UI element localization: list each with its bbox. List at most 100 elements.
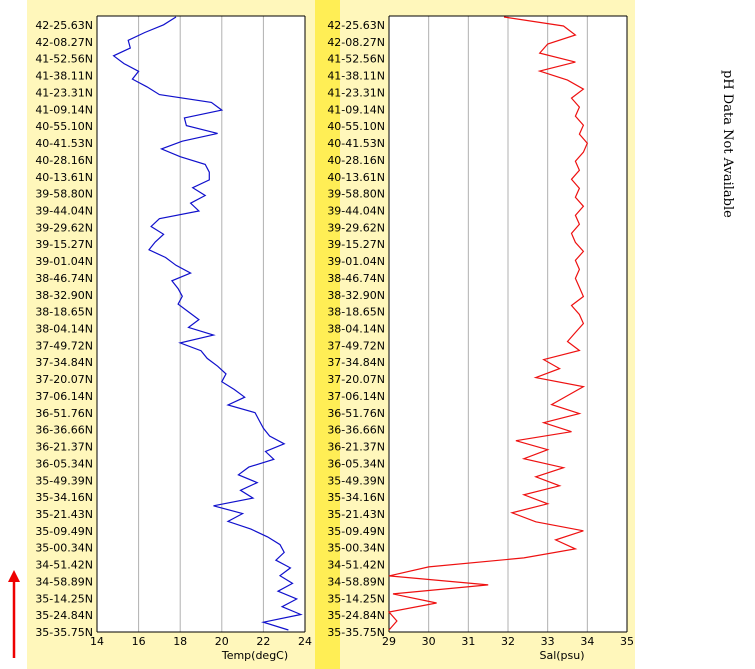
temp-latitude-tick-label: 35-00.34N [35,542,93,555]
temp-latitude-tick-label: 39-15.27N [35,238,93,251]
salinity-axis-title: Sal(psu) [539,649,584,662]
salinity-panel: 42-25.63N 42-08.27N 41-52.56N 41-38.11N 41-2… [327,0,635,669]
sal-latitude-tick-label: 35-14.25N [327,592,385,605]
sal-latitude-tick-label: 41-52.56N [327,53,385,66]
temp-latitude-tick-label: 36-36.66N [35,424,93,437]
temperature-x-tick-labels: 14 16 18 20 22 24 [90,635,312,648]
temp-latitude-tick-label: 38-18.65N [35,306,93,319]
temp-latitude-tick-label: 40-55.10N [35,120,93,133]
temp-latitude-tick-label: 40-28.16N [35,154,93,167]
sal-latitude-tick-label: 39-44.04N [327,204,385,217]
sal-latitude-tick-label: 34-51.42N [327,559,385,572]
temp-latitude-tick-label: 42-08.27N [35,36,93,49]
sal-latitude-tick-label: 37-06.14N [327,390,385,403]
sal-latitude-tick-label: 40-28.16N [327,154,385,167]
temp-latitude-tick-label: 37-49.72N [35,339,93,352]
sal-x-tick-label: 29 [382,635,396,648]
sal-latitude-tick-label: 41-09.14N [327,103,385,116]
temp-latitude-tick-label: 36-21.37N [35,441,93,454]
temp-latitude-tick-label: 38-46.74N [35,272,93,285]
sal-latitude-tick-label: 37-34.84N [327,356,385,369]
temperature-plot-area [97,16,305,632]
sal-latitude-tick-label: 38-32.90N [327,289,385,302]
temp-latitude-tick-label: 35-49.39N [35,474,93,487]
temp-latitude-tick-label: 41-38.11N [35,70,93,83]
temp-latitude-tick-label: 41-09.14N [35,103,93,116]
sal-latitude-tick-label: 38-04.14N [327,323,385,336]
sal-latitude-tick-label: 38-18.65N [327,306,385,319]
temperature-grid [96,15,306,633]
sal-x-tick-label: 30 [422,635,436,648]
temp-latitude-tick-label: 41-23.31N [35,86,93,99]
sal-latitude-tick-label: 36-21.37N [327,441,385,454]
temperature-panel: 42-25.63N 42-08.27N 41-52.56N 41-38.11N 41-2… [27,0,315,669]
temp-latitude-tick-label: 35-14.25N [35,592,93,605]
temperature-axis-title: Temp(degC) [221,649,288,662]
sal-latitude-tick-label: 35-00.34N [327,542,385,555]
sal-latitude-tick-label: 41-38.11N [327,70,385,83]
temp-x-tick-label: 22 [256,635,270,648]
temp-latitude-tick-label: 36-51.76N [35,407,93,420]
temp-latitude-tick-label: 35-34.16N [35,491,93,504]
temp-latitude-tick-label: 37-20.07N [35,373,93,386]
sal-x-tick-label: 31 [461,635,475,648]
temp-latitude-tick-label: 38-04.14N [35,323,93,336]
salinity-latitude-tick-labels: 42-25.63N 42-08.27N 41-52.56N 41-38.11N 41-2… [327,19,385,639]
center-band [315,0,340,669]
salinity-grid [388,15,628,633]
temp-latitude-tick-label: 39-29.62N [35,221,93,234]
sal-latitude-tick-label: 37-20.07N [327,373,385,386]
up-arrow-icon [8,570,20,658]
temp-latitude-tick-label: 34-51.42N [35,559,93,572]
sal-latitude-tick-label: 34-58.89N [327,575,385,588]
temp-x-tick-label: 20 [215,635,229,648]
sal-latitude-tick-label: 40-41.53N [327,137,385,150]
temp-latitude-tick-label: 42-25.63N [35,19,93,32]
sal-latitude-tick-label: 35-35.75N [327,626,385,639]
temp-latitude-tick-label: 35-24.84N [35,609,93,622]
salinity-series-line [387,16,589,631]
temp-latitude-tick-label: 41-52.56N [35,53,93,66]
temp-x-tick-label: 14 [90,635,104,648]
temp-latitude-tick-label: 39-58.80N [35,188,93,201]
temperature-series-line [112,16,303,631]
sal-latitude-tick-label: 35-21.43N [327,508,385,521]
temp-latitude-tick-label: 39-44.04N [35,204,93,217]
sal-latitude-tick-label: 39-29.62N [327,221,385,234]
temperature-latitude-tick-labels: 42-25.63N 42-08.27N 41-52.56N 41-38.11N 41-2… [35,19,93,639]
sal-latitude-tick-label: 39-01.04N [327,255,385,268]
sal-x-tick-label: 35 [620,635,634,648]
temp-x-tick-label: 18 [173,635,187,648]
sal-x-tick-label: 34 [580,635,594,648]
temp-latitude-tick-label: 35-21.43N [35,508,93,521]
sal-latitude-tick-label: 42-25.63N [327,19,385,32]
sal-latitude-tick-label: 35-34.16N [327,491,385,504]
sal-latitude-tick-label: 40-55.10N [327,120,385,133]
sal-latitude-tick-label: 37-49.72N [327,339,385,352]
sal-x-tick-label: 33 [541,635,555,648]
sal-x-tick-label: 32 [501,635,515,648]
sal-latitude-tick-label: 36-36.66N [327,424,385,437]
temp-latitude-tick-label: 35-35.75N [35,626,93,639]
sal-latitude-tick-label: 40-13.61N [327,171,385,184]
sal-latitude-tick-label: 41-23.31N [327,86,385,99]
temp-latitude-tick-label: 38-32.90N [35,289,93,302]
temp-x-tick-label: 16 [132,635,146,648]
sal-latitude-tick-label: 35-24.84N [327,609,385,622]
sal-latitude-tick-label: 35-49.39N [327,474,385,487]
sal-latitude-tick-label: 36-51.76N [327,407,385,420]
temp-latitude-tick-label: 36-05.34N [35,457,93,470]
temp-latitude-tick-label: 34-58.89N [35,575,93,588]
sal-latitude-tick-label: 35-09.49N [327,525,385,538]
sal-latitude-tick-label: 36-05.34N [327,457,385,470]
temp-latitude-tick-label: 37-06.14N [35,390,93,403]
temp-latitude-tick-label: 39-01.04N [35,255,93,268]
temp-latitude-tick-label: 35-09.49N [35,525,93,538]
sal-latitude-tick-label: 42-08.27N [327,36,385,49]
sal-latitude-tick-label: 38-46.74N [327,272,385,285]
salinity-x-tick-labels: 29 30 31 32 33 34 35 [382,635,634,648]
sal-latitude-tick-label: 39-15.27N [327,238,385,251]
sal-latitude-tick-label: 39-58.80N [327,188,385,201]
temp-latitude-tick-label: 40-41.53N [35,137,93,150]
